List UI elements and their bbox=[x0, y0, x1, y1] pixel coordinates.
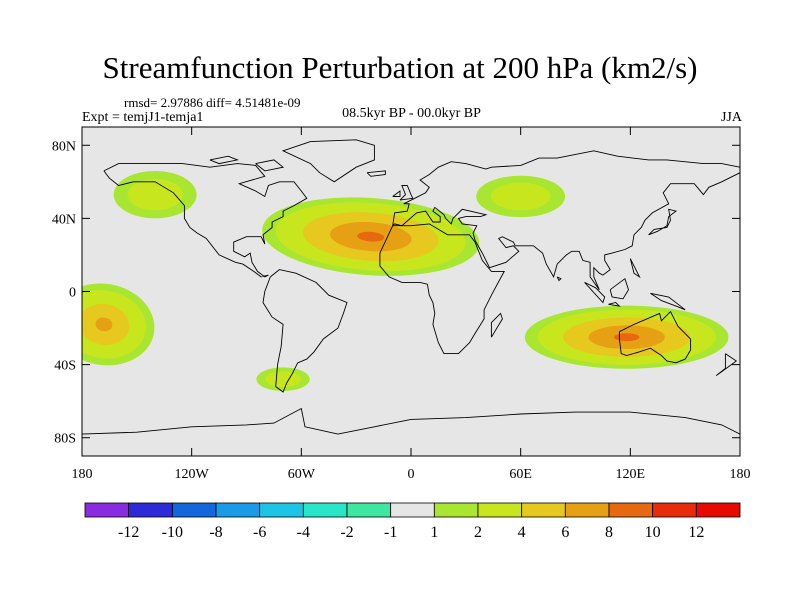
colorbar-swatch bbox=[128, 502, 173, 518]
colorbar-swatch bbox=[477, 502, 523, 518]
coastline bbox=[715, 353, 738, 376]
y-tick-label: 0 bbox=[69, 286, 76, 301]
contour-band bbox=[504, 369, 647, 408]
colorbar-label: 6 bbox=[561, 524, 569, 541]
colorbar-label: -2 bbox=[340, 524, 353, 541]
contour-feature bbox=[524, 305, 729, 369]
coastline bbox=[490, 312, 503, 338]
coastline bbox=[648, 208, 678, 236]
x-tick-label: 60E bbox=[509, 467, 532, 482]
colorbar-swatch bbox=[390, 502, 435, 518]
coastline bbox=[262, 269, 348, 393]
colorbar-label: 2 bbox=[474, 524, 482, 541]
colorbar: -12 -10 -8 -6 -4 -2 -1 1 2 4 6 8 10 12 bbox=[84, 502, 741, 541]
x-tick-label: 180 bbox=[730, 467, 751, 482]
coastline bbox=[392, 150, 740, 226]
x-tick-label: 180 bbox=[72, 467, 93, 482]
coastline bbox=[584, 281, 606, 304]
coastline bbox=[379, 223, 505, 355]
contour-feature bbox=[181, 294, 440, 351]
coastline bbox=[392, 172, 740, 290]
x-tick-label: 0 bbox=[408, 467, 415, 482]
coastline bbox=[650, 292, 686, 311]
coastline bbox=[608, 302, 621, 307]
colorbar-swatch bbox=[302, 502, 348, 518]
x-tick-label: 60W bbox=[288, 467, 316, 482]
coastline bbox=[609, 277, 629, 300]
season-label: JJA bbox=[720, 110, 742, 125]
coastline bbox=[366, 170, 386, 177]
colorbar-swatch bbox=[695, 502, 741, 518]
colorbar-swatch bbox=[84, 502, 130, 518]
colorbar-label: 4 bbox=[518, 524, 526, 541]
colorbar-label: -1 bbox=[384, 524, 397, 541]
contour-feature bbox=[113, 170, 197, 219]
colorbar-swatch bbox=[433, 502, 479, 518]
y-tick-label: 40N bbox=[52, 212, 76, 227]
colorbar-label: 12 bbox=[688, 524, 704, 541]
colorbar-label: 10 bbox=[645, 524, 661, 541]
contour-feature bbox=[82, 283, 155, 366]
colorbar-swatch bbox=[652, 502, 697, 518]
contour-feature bbox=[377, 127, 511, 157]
colorbar-swatch bbox=[608, 502, 654, 518]
colorbar-label: -10 bbox=[162, 524, 183, 541]
contour-feature bbox=[504, 369, 647, 408]
y-tick-label: 80S bbox=[54, 432, 76, 447]
colorbar-label: 8 bbox=[605, 524, 613, 541]
coastline bbox=[255, 159, 285, 172]
period-label: 08.5kyr BP - 00.0kyr BP bbox=[342, 106, 481, 121]
contour-band bbox=[181, 294, 440, 351]
coastline bbox=[82, 407, 740, 435]
coastline bbox=[209, 155, 239, 165]
x-axis: 180 120W 60W 0 60E 120E 180 bbox=[72, 127, 751, 482]
colorbar-label: -8 bbox=[209, 524, 222, 541]
stats-label: rmsd= 2.97886 diff= 4.51481e-09 bbox=[124, 95, 301, 110]
y-axis: 80N 40N 0 40S 80S bbox=[52, 139, 740, 447]
contour-band bbox=[613, 333, 640, 342]
coastlines bbox=[82, 139, 740, 435]
contour-feature bbox=[262, 197, 480, 276]
contour-band bbox=[491, 182, 551, 211]
contour-band bbox=[377, 127, 511, 157]
x-tick-label: 120W bbox=[175, 467, 210, 482]
colorbar-label: -4 bbox=[297, 524, 310, 541]
coastline bbox=[392, 190, 401, 197]
contour-band bbox=[577, 190, 740, 272]
coastline bbox=[281, 139, 375, 183]
contour-band bbox=[357, 231, 385, 242]
coastline bbox=[629, 258, 641, 279]
contour-band bbox=[265, 371, 301, 388]
chart-title: Streamfunction Perturbation at 200 hPa (… bbox=[102, 50, 698, 85]
contour-feature bbox=[256, 367, 310, 392]
colorbar-label: 1 bbox=[430, 524, 438, 541]
contour-feature bbox=[476, 175, 566, 218]
colorbar-swatch bbox=[564, 502, 610, 518]
contour-band bbox=[127, 178, 183, 211]
coastline bbox=[618, 310, 692, 364]
colorbar-label: -6 bbox=[253, 524, 266, 541]
contour-feature bbox=[577, 190, 740, 272]
colorbar-label: -12 bbox=[118, 524, 139, 541]
colorbar-swatch bbox=[346, 502, 392, 518]
experiment-label: Expt = temjJ1-temja1 bbox=[82, 110, 204, 125]
coastline bbox=[399, 185, 414, 201]
contour-band bbox=[95, 317, 113, 332]
colorbar-swatch bbox=[171, 502, 217, 518]
map-area bbox=[82, 127, 740, 456]
y-tick-label: 80N bbox=[52, 139, 76, 154]
coastline bbox=[556, 276, 562, 282]
x-tick-label: 120E bbox=[616, 467, 646, 482]
map-background bbox=[82, 127, 740, 456]
y-tick-label: 40S bbox=[54, 359, 76, 374]
colorbar-swatch bbox=[259, 502, 304, 518]
colorbar-swatch bbox=[215, 502, 261, 518]
coastline bbox=[103, 163, 308, 278]
colorbar-swatch bbox=[521, 502, 566, 518]
